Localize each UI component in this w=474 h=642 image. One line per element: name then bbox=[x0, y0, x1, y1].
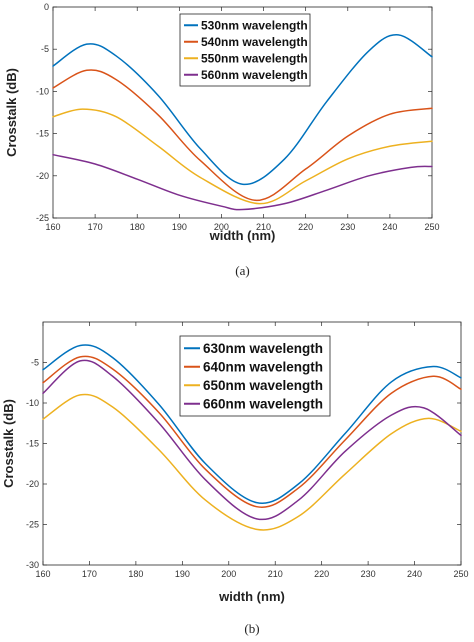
chart-b: 160 170 180 190 200 210 220 230 240 250 -5 -10 -15 -2… bbox=[1, 321, 469, 636]
x-tick-label: 160 bbox=[35, 569, 50, 579]
x-tick-label: 170 bbox=[82, 569, 97, 579]
x-tick-label: 210 bbox=[256, 222, 271, 232]
x-tick-label: 240 bbox=[382, 222, 397, 232]
legend: 530nm wavelength 540nm wavelength 550nm wa… bbox=[179, 13, 311, 87]
legend-box bbox=[179, 13, 311, 87]
y-tick-label: 0 bbox=[44, 2, 49, 12]
x-axis-label: width (nm) bbox=[209, 228, 276, 243]
x-tick-label: 210 bbox=[268, 569, 283, 579]
y-tick-label: -20 bbox=[36, 171, 49, 181]
series-line-4 bbox=[52, 153, 433, 211]
y-tick-label: -15 bbox=[36, 129, 49, 139]
y-tick-label: -20 bbox=[26, 479, 39, 489]
legend-entry: 630nm wavelength bbox=[203, 341, 323, 356]
y-tick-label: -10 bbox=[26, 398, 39, 408]
legend-entry: 550nm wavelength bbox=[201, 52, 308, 66]
y-axis-label: Crosstalk (dB) bbox=[1, 399, 16, 488]
chart-a: 160 170 180 190 200 210 220 230 240 250 0 -5 -10 -15 -… bbox=[4, 2, 440, 278]
series-line-2 bbox=[42, 355, 462, 508]
figure-caption: (a) bbox=[235, 263, 249, 278]
series-line-1 bbox=[42, 344, 462, 505]
x-tick-label: 200 bbox=[214, 222, 229, 232]
x-tick-label: 180 bbox=[130, 222, 145, 232]
x-tick-label: 190 bbox=[172, 222, 187, 232]
y-tick-label: -15 bbox=[26, 439, 39, 449]
x-tick-label: 170 bbox=[88, 222, 103, 232]
series-line-4 bbox=[42, 359, 462, 521]
series-line-1 bbox=[52, 34, 433, 185]
x-tick-label: 180 bbox=[128, 569, 143, 579]
x-tick-label: 220 bbox=[298, 222, 313, 232]
x-tick-label: 160 bbox=[45, 222, 60, 232]
series-line-2 bbox=[52, 69, 433, 202]
y-tick-label: -5 bbox=[41, 44, 49, 54]
y-tick-label: -30 bbox=[26, 560, 39, 570]
legend-box bbox=[179, 335, 331, 417]
y-tick-label: -25 bbox=[26, 520, 39, 530]
series-line-3 bbox=[42, 393, 462, 531]
legend-entry: 530nm wavelength bbox=[201, 19, 308, 33]
x-tick-label: 190 bbox=[175, 569, 190, 579]
x-tick-label: 250 bbox=[424, 222, 439, 232]
x-tick-label: 250 bbox=[453, 569, 468, 579]
x-tick-label: 230 bbox=[361, 569, 376, 579]
y-axis-label: Crosstalk (dB) bbox=[4, 68, 19, 157]
y-tick-label: -10 bbox=[36, 86, 49, 96]
x-tick-label: 200 bbox=[221, 569, 236, 579]
y-tick-label: -25 bbox=[36, 213, 49, 223]
legend-entry: 640nm wavelength bbox=[203, 360, 323, 375]
legend: 630nm wavelength 640nm wavelength 650nm wa… bbox=[179, 335, 331, 417]
legend-entry: 560nm wavelength bbox=[201, 68, 308, 82]
legend-entry: 540nm wavelength bbox=[201, 35, 308, 49]
x-axis-label: width (nm) bbox=[218, 589, 285, 604]
y-tick-label: -5 bbox=[31, 358, 39, 368]
legend-entry: 660nm wavelength bbox=[203, 397, 323, 412]
x-tick-label: 230 bbox=[340, 222, 355, 232]
figure-caption: (b) bbox=[244, 621, 259, 636]
x-tick-label: 240 bbox=[407, 569, 422, 579]
x-tick-label: 220 bbox=[314, 569, 329, 579]
legend-entry: 650nm wavelength bbox=[203, 378, 323, 393]
series-line-3 bbox=[52, 108, 433, 205]
